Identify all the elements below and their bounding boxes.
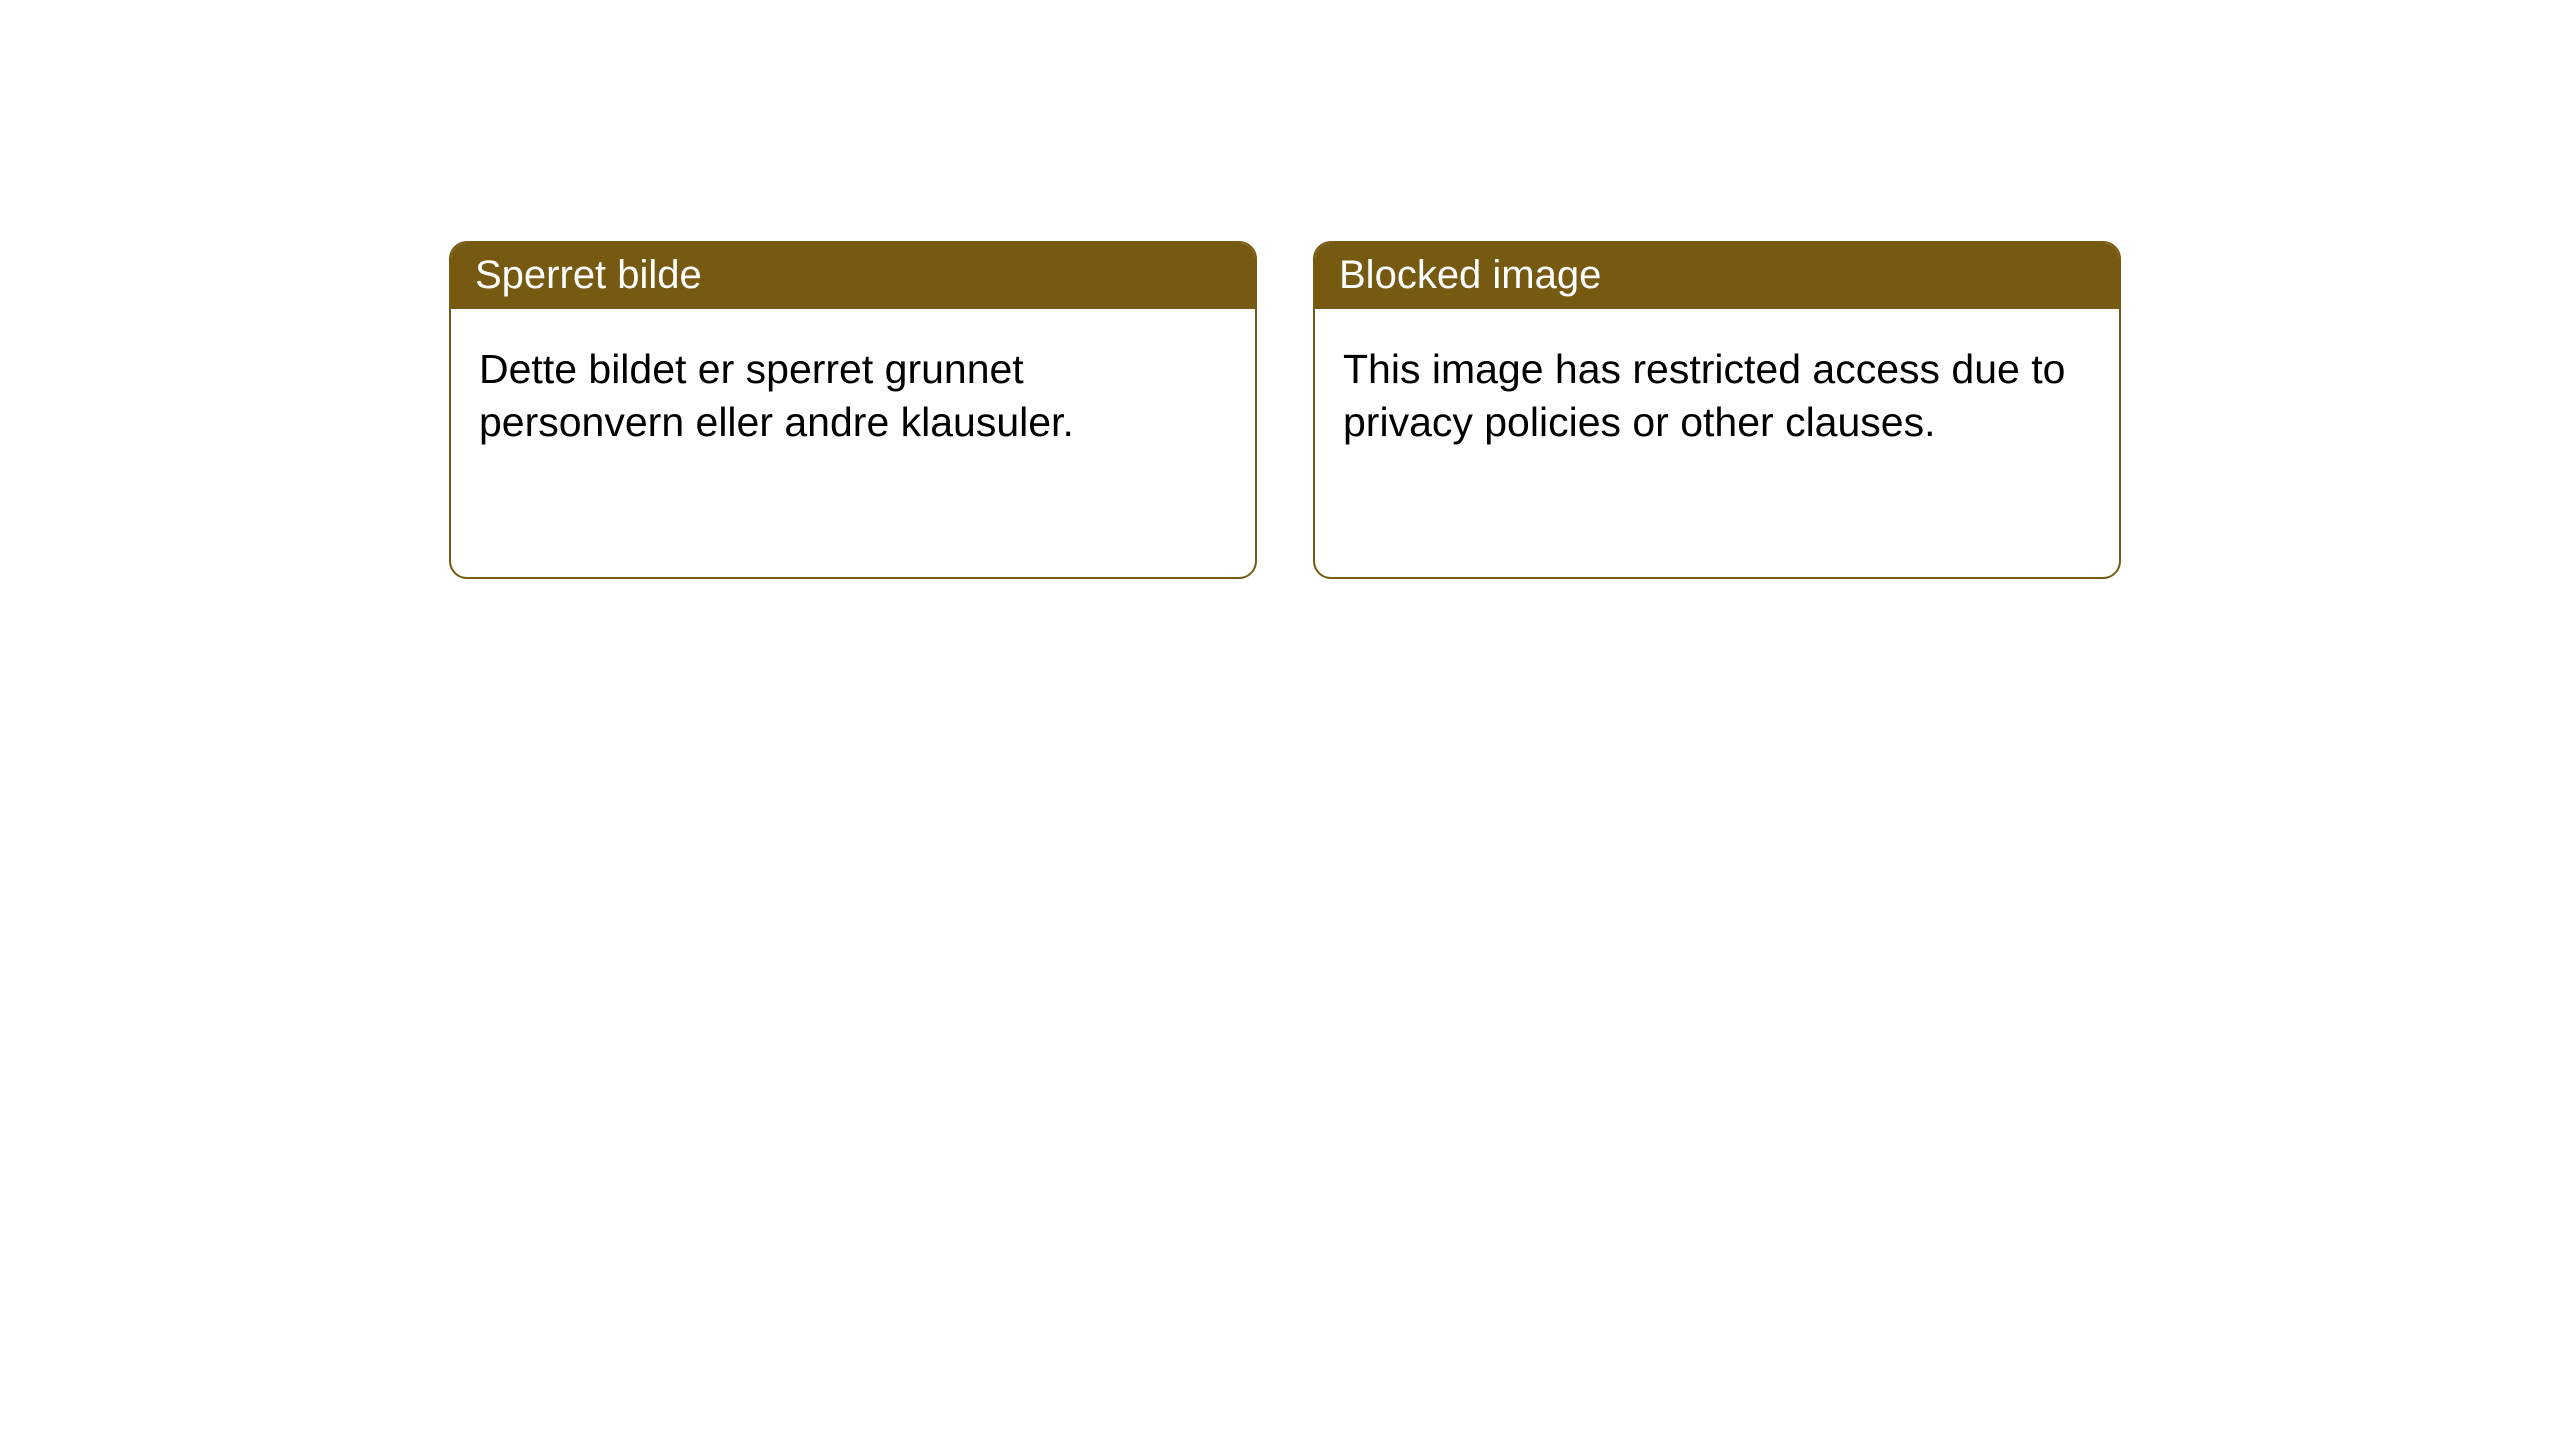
card-body-text-en: This image has restricted access due to … [1343, 346, 2065, 445]
card-body-en: This image has restricted access due to … [1315, 309, 2119, 484]
card-header-en: Blocked image [1315, 243, 2119, 309]
card-body-no: Dette bildet er sperret grunnet personve… [451, 309, 1255, 484]
card-body-text-no: Dette bildet er sperret grunnet personve… [479, 346, 1074, 445]
card-title-no: Sperret bilde [475, 253, 702, 297]
notice-container: Sperret bilde Dette bildet er sperret gr… [0, 0, 2560, 579]
card-title-en: Blocked image [1339, 253, 1601, 297]
card-header-no: Sperret bilde [451, 243, 1255, 309]
blocked-image-card-en: Blocked image This image has restricted … [1313, 241, 2121, 579]
blocked-image-card-no: Sperret bilde Dette bildet er sperret gr… [449, 241, 1257, 579]
